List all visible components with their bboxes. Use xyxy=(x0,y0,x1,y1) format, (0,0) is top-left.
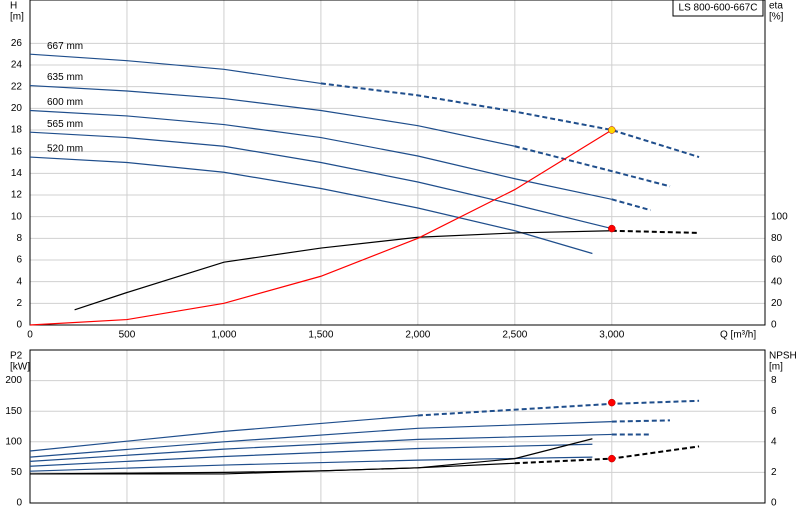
y2-axis-label: eta xyxy=(769,1,783,12)
curve xyxy=(29,433,612,462)
curve-label: 565 mm xyxy=(47,119,83,130)
y2-tick-label: 2 xyxy=(771,467,777,478)
curve xyxy=(29,156,593,255)
operating-point xyxy=(608,126,616,134)
y2-tick-label: 6 xyxy=(771,406,777,417)
y-axis-label: P2 xyxy=(10,351,23,362)
y-axis-unit: [kW] xyxy=(10,362,30,373)
curve xyxy=(29,53,321,85)
curve xyxy=(29,131,612,230)
curve xyxy=(30,438,593,475)
y-tick-label: 8 xyxy=(16,233,22,244)
curve xyxy=(611,229,700,234)
operating-point xyxy=(608,398,616,407)
y2-tick-label: 60 xyxy=(771,255,783,266)
curve-label: 667 mm xyxy=(47,41,83,52)
curve xyxy=(320,82,700,159)
curve xyxy=(29,421,612,458)
y-axis-label: H xyxy=(10,1,17,12)
y-axis-unit: [m] xyxy=(10,12,24,23)
y-tick-label: 4 xyxy=(16,276,22,287)
curve xyxy=(29,129,613,326)
y-tick-label: 100 xyxy=(5,436,22,447)
y-tick-label: 12 xyxy=(11,190,23,201)
y-tick-label: 16 xyxy=(11,146,23,157)
x-tick-label: 1,000 xyxy=(211,330,236,341)
y-tick-label: 0 xyxy=(16,498,22,509)
y-tick-label: 22 xyxy=(11,81,23,92)
y2-axis-unit: [%] xyxy=(769,12,784,23)
title-box xyxy=(672,0,764,17)
y2-tick-label: 100 xyxy=(771,211,788,222)
operating-point xyxy=(608,224,616,233)
curve-label: 520 mm xyxy=(47,144,83,155)
y2-tick-label: 4 xyxy=(771,436,777,447)
y2-tick-label: 20 xyxy=(771,298,783,309)
curve xyxy=(29,84,515,147)
chart-title: LS 800-600-667C xyxy=(679,3,758,14)
y-tick-label: 26 xyxy=(11,38,23,49)
x-tick-label: 2,500 xyxy=(502,330,527,341)
y-tick-label: 50 xyxy=(11,467,23,478)
y2-tick-label: 8 xyxy=(771,375,777,386)
operating-point xyxy=(608,454,616,463)
x-axis-label: Q [m³/h] xyxy=(720,330,756,341)
y-tick-label: 14 xyxy=(11,168,23,179)
y2-axis-label: NPSH xyxy=(769,351,797,362)
y-tick-label: 20 xyxy=(11,103,23,114)
y-tick-label: 200 xyxy=(5,375,22,386)
curve xyxy=(74,230,612,311)
curve xyxy=(29,443,593,467)
curve xyxy=(29,109,612,200)
curve-label: 600 mm xyxy=(47,97,83,108)
curve-label: 635 mm xyxy=(47,72,83,83)
y-tick-label: 2 xyxy=(16,298,22,309)
curve xyxy=(29,414,418,452)
x-tick-label: 1,500 xyxy=(308,330,333,341)
plot-frame xyxy=(29,349,766,504)
y2-tick-label: 0 xyxy=(771,320,777,331)
y-tick-label: 150 xyxy=(5,406,22,417)
curve xyxy=(611,419,670,423)
curve xyxy=(29,456,593,472)
y-tick-label: 0 xyxy=(16,320,22,331)
x-tick-label: 500 xyxy=(119,330,136,341)
curve xyxy=(514,145,671,188)
y-tick-label: 10 xyxy=(11,211,23,222)
y-tick-label: 6 xyxy=(16,255,22,266)
y2-axis-unit: [m] xyxy=(769,362,783,373)
y2-tick-label: 80 xyxy=(771,233,783,244)
y-tick-label: 18 xyxy=(11,125,23,136)
y2-tick-label: 40 xyxy=(771,276,783,287)
y2-tick-label: 0 xyxy=(771,498,777,509)
x-tick-label: 2,000 xyxy=(405,330,430,341)
y-tick-label: 24 xyxy=(11,60,23,71)
x-tick-label: 0 xyxy=(27,330,33,341)
x-tick-label: 3,000 xyxy=(599,330,624,341)
plot-frame xyxy=(29,0,766,326)
curve xyxy=(611,198,651,212)
